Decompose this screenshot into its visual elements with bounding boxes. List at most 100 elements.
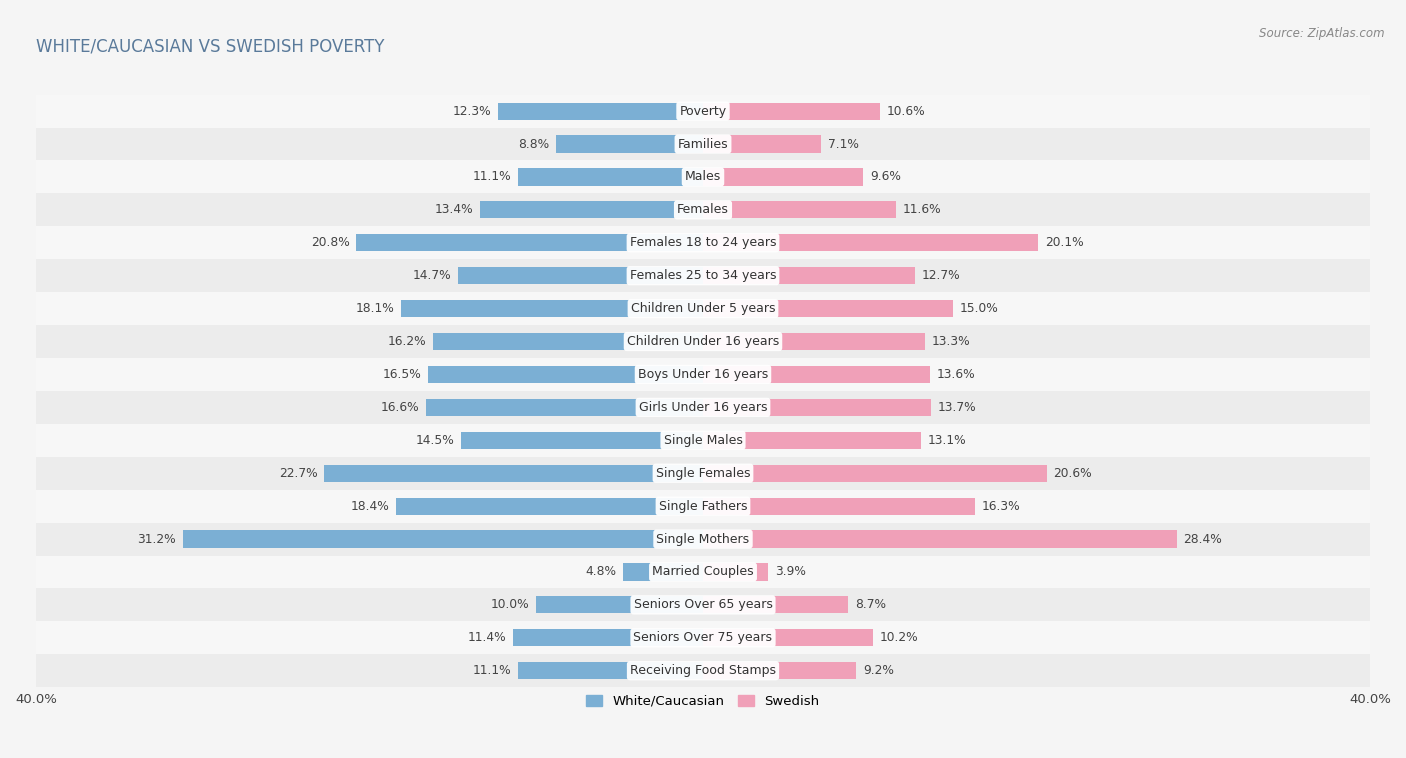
Text: Seniors Over 65 years: Seniors Over 65 years bbox=[634, 598, 772, 612]
Bar bbox=[37, 556, 1369, 588]
Bar bbox=[498, 102, 703, 120]
Bar bbox=[37, 161, 1369, 193]
Bar bbox=[703, 202, 897, 218]
Text: 31.2%: 31.2% bbox=[138, 533, 176, 546]
Text: 8.7%: 8.7% bbox=[855, 598, 886, 612]
Bar bbox=[433, 333, 703, 350]
Bar bbox=[703, 432, 921, 449]
Text: 16.5%: 16.5% bbox=[382, 368, 422, 381]
Bar bbox=[37, 622, 1369, 654]
Text: 4.8%: 4.8% bbox=[585, 565, 616, 578]
Bar bbox=[356, 234, 703, 252]
Text: 14.7%: 14.7% bbox=[412, 269, 451, 282]
Text: 16.3%: 16.3% bbox=[981, 500, 1021, 512]
Text: Seniors Over 75 years: Seniors Over 75 years bbox=[634, 631, 772, 644]
Bar bbox=[37, 391, 1369, 424]
Text: Poverty: Poverty bbox=[679, 105, 727, 117]
Bar bbox=[37, 259, 1369, 292]
Text: 20.1%: 20.1% bbox=[1045, 236, 1084, 249]
Bar bbox=[426, 399, 703, 416]
Text: 9.2%: 9.2% bbox=[863, 664, 894, 677]
Text: Families: Families bbox=[678, 137, 728, 151]
Bar bbox=[37, 588, 1369, 622]
Bar bbox=[37, 522, 1369, 556]
Text: 10.6%: 10.6% bbox=[886, 105, 925, 117]
Text: 13.1%: 13.1% bbox=[928, 434, 967, 446]
Text: 15.0%: 15.0% bbox=[960, 302, 998, 315]
Bar bbox=[37, 193, 1369, 227]
Bar bbox=[517, 662, 703, 679]
Bar bbox=[37, 654, 1369, 688]
Bar bbox=[703, 168, 863, 186]
Bar bbox=[703, 366, 929, 383]
Bar bbox=[427, 366, 703, 383]
Bar bbox=[461, 432, 703, 449]
Bar bbox=[703, 300, 953, 317]
Text: 10.2%: 10.2% bbox=[880, 631, 918, 644]
Text: 13.7%: 13.7% bbox=[938, 401, 977, 414]
Bar bbox=[703, 234, 1038, 252]
Bar bbox=[37, 325, 1369, 358]
Bar bbox=[703, 136, 821, 152]
Legend: White/Caucasian, Swedish: White/Caucasian, Swedish bbox=[581, 690, 825, 713]
Bar bbox=[517, 168, 703, 186]
Text: 16.6%: 16.6% bbox=[381, 401, 419, 414]
Text: Children Under 5 years: Children Under 5 years bbox=[631, 302, 775, 315]
Text: Single Fathers: Single Fathers bbox=[659, 500, 747, 512]
Text: Children Under 16 years: Children Under 16 years bbox=[627, 335, 779, 348]
Bar bbox=[703, 497, 974, 515]
Bar bbox=[183, 531, 703, 547]
Text: 7.1%: 7.1% bbox=[828, 137, 859, 151]
Text: Females 25 to 34 years: Females 25 to 34 years bbox=[630, 269, 776, 282]
Text: 9.6%: 9.6% bbox=[870, 171, 901, 183]
Text: 13.6%: 13.6% bbox=[936, 368, 976, 381]
Bar bbox=[458, 267, 703, 284]
Bar bbox=[479, 202, 703, 218]
Bar bbox=[703, 563, 768, 581]
Text: Males: Males bbox=[685, 171, 721, 183]
Bar bbox=[37, 95, 1369, 127]
Text: 12.7%: 12.7% bbox=[921, 269, 960, 282]
Text: Married Couples: Married Couples bbox=[652, 565, 754, 578]
Bar bbox=[703, 531, 1177, 547]
Text: 11.4%: 11.4% bbox=[468, 631, 506, 644]
Text: 13.3%: 13.3% bbox=[931, 335, 970, 348]
Text: 12.3%: 12.3% bbox=[453, 105, 491, 117]
Text: 8.8%: 8.8% bbox=[519, 137, 550, 151]
Text: 11.6%: 11.6% bbox=[903, 203, 942, 216]
Text: Females: Females bbox=[678, 203, 728, 216]
Bar bbox=[37, 358, 1369, 391]
Bar bbox=[513, 629, 703, 647]
Bar bbox=[37, 292, 1369, 325]
Text: Females 18 to 24 years: Females 18 to 24 years bbox=[630, 236, 776, 249]
Bar bbox=[703, 465, 1046, 482]
Text: 22.7%: 22.7% bbox=[280, 467, 318, 480]
Text: 13.4%: 13.4% bbox=[434, 203, 472, 216]
Bar bbox=[37, 457, 1369, 490]
Text: WHITE/CAUCASIAN VS SWEDISH POVERTY: WHITE/CAUCASIAN VS SWEDISH POVERTY bbox=[37, 37, 384, 55]
Bar bbox=[401, 300, 703, 317]
Text: Single Males: Single Males bbox=[664, 434, 742, 446]
Bar bbox=[37, 490, 1369, 522]
Bar bbox=[703, 333, 925, 350]
Text: Girls Under 16 years: Girls Under 16 years bbox=[638, 401, 768, 414]
Text: Single Mothers: Single Mothers bbox=[657, 533, 749, 546]
Bar bbox=[325, 465, 703, 482]
Text: 11.1%: 11.1% bbox=[472, 664, 512, 677]
Bar bbox=[37, 227, 1369, 259]
Bar bbox=[396, 497, 703, 515]
Bar bbox=[703, 102, 880, 120]
Text: Single Females: Single Females bbox=[655, 467, 751, 480]
Text: 10.0%: 10.0% bbox=[491, 598, 530, 612]
Text: 18.4%: 18.4% bbox=[350, 500, 389, 512]
Bar bbox=[623, 563, 703, 581]
Text: 11.1%: 11.1% bbox=[472, 171, 512, 183]
Text: Boys Under 16 years: Boys Under 16 years bbox=[638, 368, 768, 381]
Text: 20.6%: 20.6% bbox=[1053, 467, 1092, 480]
Bar bbox=[536, 597, 703, 613]
Text: Source: ZipAtlas.com: Source: ZipAtlas.com bbox=[1260, 27, 1385, 39]
Bar bbox=[37, 424, 1369, 457]
Bar bbox=[557, 136, 703, 152]
Bar bbox=[703, 267, 915, 284]
Text: 20.8%: 20.8% bbox=[311, 236, 350, 249]
